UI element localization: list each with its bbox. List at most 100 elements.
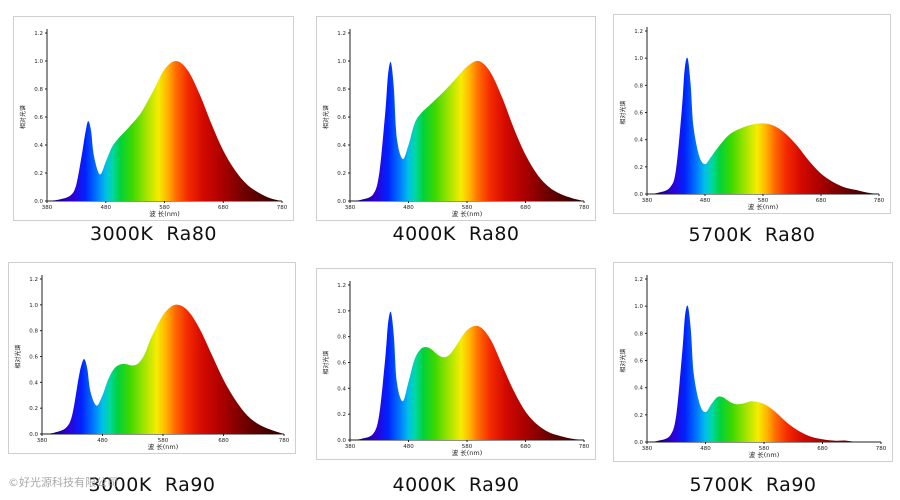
y-tick-label: 1.0: [634, 56, 643, 62]
x-axis-label: 波 长(nm): [748, 202, 779, 211]
x-tick-label: 580: [759, 446, 770, 452]
chart-caption: 3000K Ra80: [90, 223, 217, 245]
chart-panel-4000k-ra90: 0.0 0.2 0.4 0.6 0.8 1.0 1.2 380 480 580 680 780 波 长(…: [316, 268, 596, 500]
spectrum-area: [350, 311, 584, 440]
x-tick-label: 780: [874, 198, 885, 204]
x-tick-label: 780: [579, 205, 590, 211]
y-tick-label: 0.8: [337, 87, 346, 93]
x-tick-label: 480: [403, 205, 414, 211]
y-tick-label: 1.0: [29, 303, 38, 309]
x-axis-label: 波 长(nm): [149, 209, 180, 218]
x-tick-label: 380: [642, 198, 653, 204]
y-tick-label: 0.8: [34, 87, 43, 93]
y-tick-label: 0.6: [29, 355, 38, 361]
y-axis-label: 相对光谱: [619, 100, 627, 124]
y-tick-label: 0.2: [634, 165, 643, 171]
y-tick-label: 0.0: [29, 432, 38, 438]
y-tick-label: 0.2: [29, 406, 38, 412]
y-tick-label: 0.8: [29, 329, 38, 335]
y-tick-label: 0.4: [634, 386, 643, 392]
y-tick-label: 0.6: [634, 359, 643, 365]
spectrum-area: [647, 57, 879, 194]
y-tick-label: 0.8: [337, 335, 346, 341]
y-tick-label: 0.8: [634, 331, 643, 337]
chart-frame: 0.0 0.2 0.4 0.6 0.8 1.0 1.2 380 480 580 680 780 波 长(…: [316, 16, 596, 221]
x-tick-label: 480: [403, 444, 414, 450]
y-axis-label: 相对光谱: [322, 350, 330, 374]
spectrum-chart: 0.0 0.2 0.4 0.6 0.8 1.0 1.2 380 480 580 680 780 波 长(…: [619, 27, 885, 211]
x-tick-label: 780: [279, 438, 290, 444]
x-axis-label: 波 长(nm): [148, 442, 179, 451]
y-tick-label: 0.4: [337, 386, 346, 392]
y-tick-label: 0.6: [337, 361, 346, 367]
y-tick-label: 0.4: [34, 143, 43, 149]
chart-caption: 5700K Ra80: [688, 224, 816, 246]
spectrum-chart: 0.0 0.2 0.4 0.6 0.8 1.0 1.2 380 480 580 680 780 波 长(…: [322, 281, 590, 457]
y-axis-label: 相对光谱: [322, 105, 330, 129]
y-tick-label: 1.2: [337, 283, 346, 289]
y-tick-label: 0.2: [634, 413, 643, 419]
y-tick-label: 0.0: [634, 192, 643, 198]
y-tick-label: 1.2: [29, 277, 38, 283]
x-tick-label: 780: [579, 444, 590, 450]
y-axis-label: 相对光谱: [19, 105, 27, 129]
x-tick-label: 480: [97, 438, 108, 444]
x-tick-label: 680: [218, 438, 229, 444]
y-tick-label: 0.6: [634, 111, 643, 117]
x-tick-label: 380: [345, 444, 356, 450]
x-tick-label: 780: [277, 205, 288, 211]
chart-panel-5700k-ra80: 0.0 0.2 0.4 0.6 0.8 1.0 1.2 380 480 580 680 780 波 长(…: [613, 14, 891, 246]
chart-caption: 4000K Ra90: [392, 474, 520, 496]
y-tick-label: 0.6: [34, 115, 43, 121]
chart-frame: 0.0 0.2 0.4 0.6 0.8 1.0 1.2 380 480 580 680 780 波 长(…: [316, 268, 596, 460]
y-tick-label: 0.0: [34, 199, 43, 205]
x-tick-label: 680: [817, 446, 828, 452]
spectrum-chart: 0.0 0.2 0.4 0.6 0.8 1.0 1.2 380 480 580 680 780 波 长(…: [619, 275, 887, 459]
x-tick-label: 580: [158, 438, 169, 444]
spectrum-area: [350, 60, 584, 201]
x-tick-label: 380: [37, 438, 48, 444]
chart-panel-5700k-ra90: 0.0 0.2 0.4 0.6 0.8 1.0 1.2 380 480 580 680 780 波 长(…: [613, 262, 893, 500]
watermark: ©好光源科技有限公司: [8, 476, 118, 489]
y-axis-label: 相对光谱: [619, 348, 627, 372]
spectrum-area: [47, 60, 282, 201]
x-tick-label: 680: [816, 198, 827, 204]
x-tick-label: 580: [462, 205, 473, 211]
x-tick-label: 680: [520, 205, 531, 211]
y-tick-label: 0.0: [337, 199, 346, 205]
x-tick-label: 580: [159, 205, 170, 211]
chart-frame: 0.0 0.2 0.4 0.6 0.8 1.0 1.2 380 480 580 680 780 波 长(…: [13, 16, 294, 221]
x-tick-label: 480: [700, 446, 711, 452]
x-tick-label: 580: [462, 444, 473, 450]
x-tick-label: 380: [42, 205, 53, 211]
x-tick-label: 480: [700, 198, 711, 204]
x-tick-label: 780: [876, 446, 887, 452]
spectrum-area: [42, 304, 284, 434]
x-tick-label: 380: [642, 446, 653, 452]
y-tick-label: 0.2: [34, 171, 43, 177]
y-tick-label: 0.2: [337, 412, 346, 418]
chart-frame: 0.0 0.2 0.4 0.6 0.8 1.0 1.2 380 480 580 680 780 波 长(…: [8, 262, 296, 454]
chart-panel-3000k-ra90: 0.0 0.2 0.4 0.6 0.8 1.0 1.2 380 480 580 680 780 波 长(…: [8, 262, 296, 500]
y-tick-label: 1.2: [337, 31, 346, 37]
x-tick-label: 680: [520, 444, 531, 450]
y-tick-label: 0.6: [337, 115, 346, 121]
chart-caption: 4000K Ra80: [392, 223, 520, 245]
y-tick-label: 0.4: [634, 138, 643, 144]
y-tick-label: 1.0: [34, 59, 43, 65]
chart-panel-4000k-ra80: 0.0 0.2 0.4 0.6 0.8 1.0 1.2 380 480 580 680 780 波 长(…: [316, 16, 596, 245]
chart-frame: 0.0 0.2 0.4 0.6 0.8 1.0 1.2 380 480 580 680 780 波 长(…: [613, 14, 891, 214]
y-tick-label: 0.0: [337, 438, 346, 444]
y-axis-label: 相对光谱: [14, 344, 22, 368]
x-tick-label: 480: [101, 205, 112, 211]
y-tick-label: 0.4: [337, 143, 346, 149]
x-tick-label: 580: [758, 198, 769, 204]
y-tick-label: 0.2: [337, 171, 346, 177]
y-tick-label: 1.0: [337, 59, 346, 65]
y-tick-label: 1.2: [34, 31, 43, 37]
y-tick-label: 1.2: [634, 29, 643, 35]
y-tick-label: 0.8: [634, 83, 643, 89]
x-axis-label: 波 长(nm): [749, 450, 780, 459]
chart-caption: 3000K Ra90: [88, 474, 216, 496]
y-tick-label: 1.0: [337, 309, 346, 315]
